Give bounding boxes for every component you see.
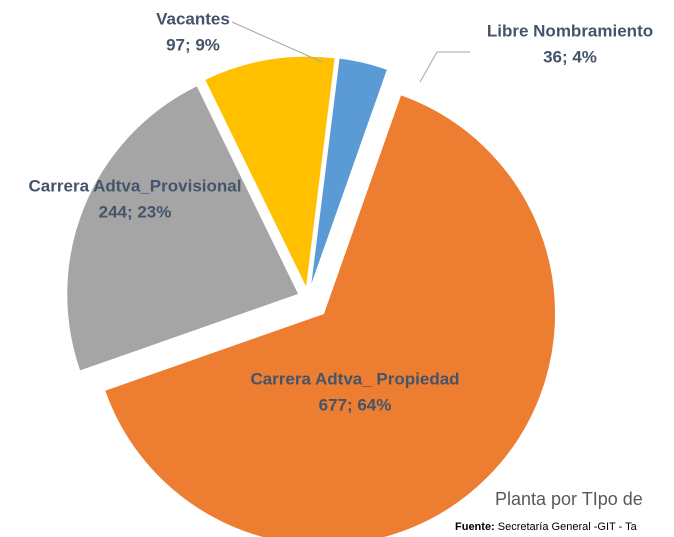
slice-label: Carrera Adtva_ Propiedad — [250, 369, 459, 388]
leader-line — [231, 21, 323, 63]
pie-slice — [66, 85, 300, 372]
chart-title: Planta por TIpo de — [495, 489, 643, 509]
pie — [66, 55, 556, 537]
slice-label: Libre Nombramiento — [487, 21, 653, 40]
pie-slice — [103, 94, 556, 537]
slice-label: Carrera Adtva_Provisional — [29, 176, 242, 195]
source-label: Fuente: — [455, 521, 495, 533]
slice-label: Vacantes — [156, 9, 230, 28]
value-label: 97; 9% — [166, 35, 220, 54]
value-label: 244; 23% — [99, 202, 172, 221]
pie-slice — [203, 55, 336, 290]
leader-line — [419, 51, 470, 83]
pie-slice — [309, 57, 389, 289]
source-text: Secretaría General -GIT - Ta — [498, 521, 638, 533]
value-label: 677; 64% — [319, 395, 392, 414]
value-label: 36; 4% — [543, 47, 597, 66]
source: Fuente: Secretaría General -GIT - Ta — [455, 521, 638, 533]
